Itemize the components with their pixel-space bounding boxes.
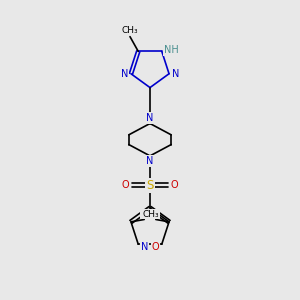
Text: O: O: [171, 180, 178, 190]
Text: O: O: [152, 242, 159, 252]
Text: CH₃: CH₃: [122, 26, 138, 35]
Text: N: N: [172, 69, 179, 79]
Text: N: N: [146, 156, 154, 166]
Text: CH₃: CH₃: [142, 210, 159, 219]
Text: N: N: [146, 113, 154, 123]
Text: O: O: [122, 180, 129, 190]
Text: N: N: [141, 242, 148, 252]
Text: NH: NH: [164, 45, 178, 55]
Text: N: N: [121, 69, 128, 79]
Text: S: S: [146, 179, 154, 192]
Text: CH₃: CH₃: [141, 210, 158, 219]
